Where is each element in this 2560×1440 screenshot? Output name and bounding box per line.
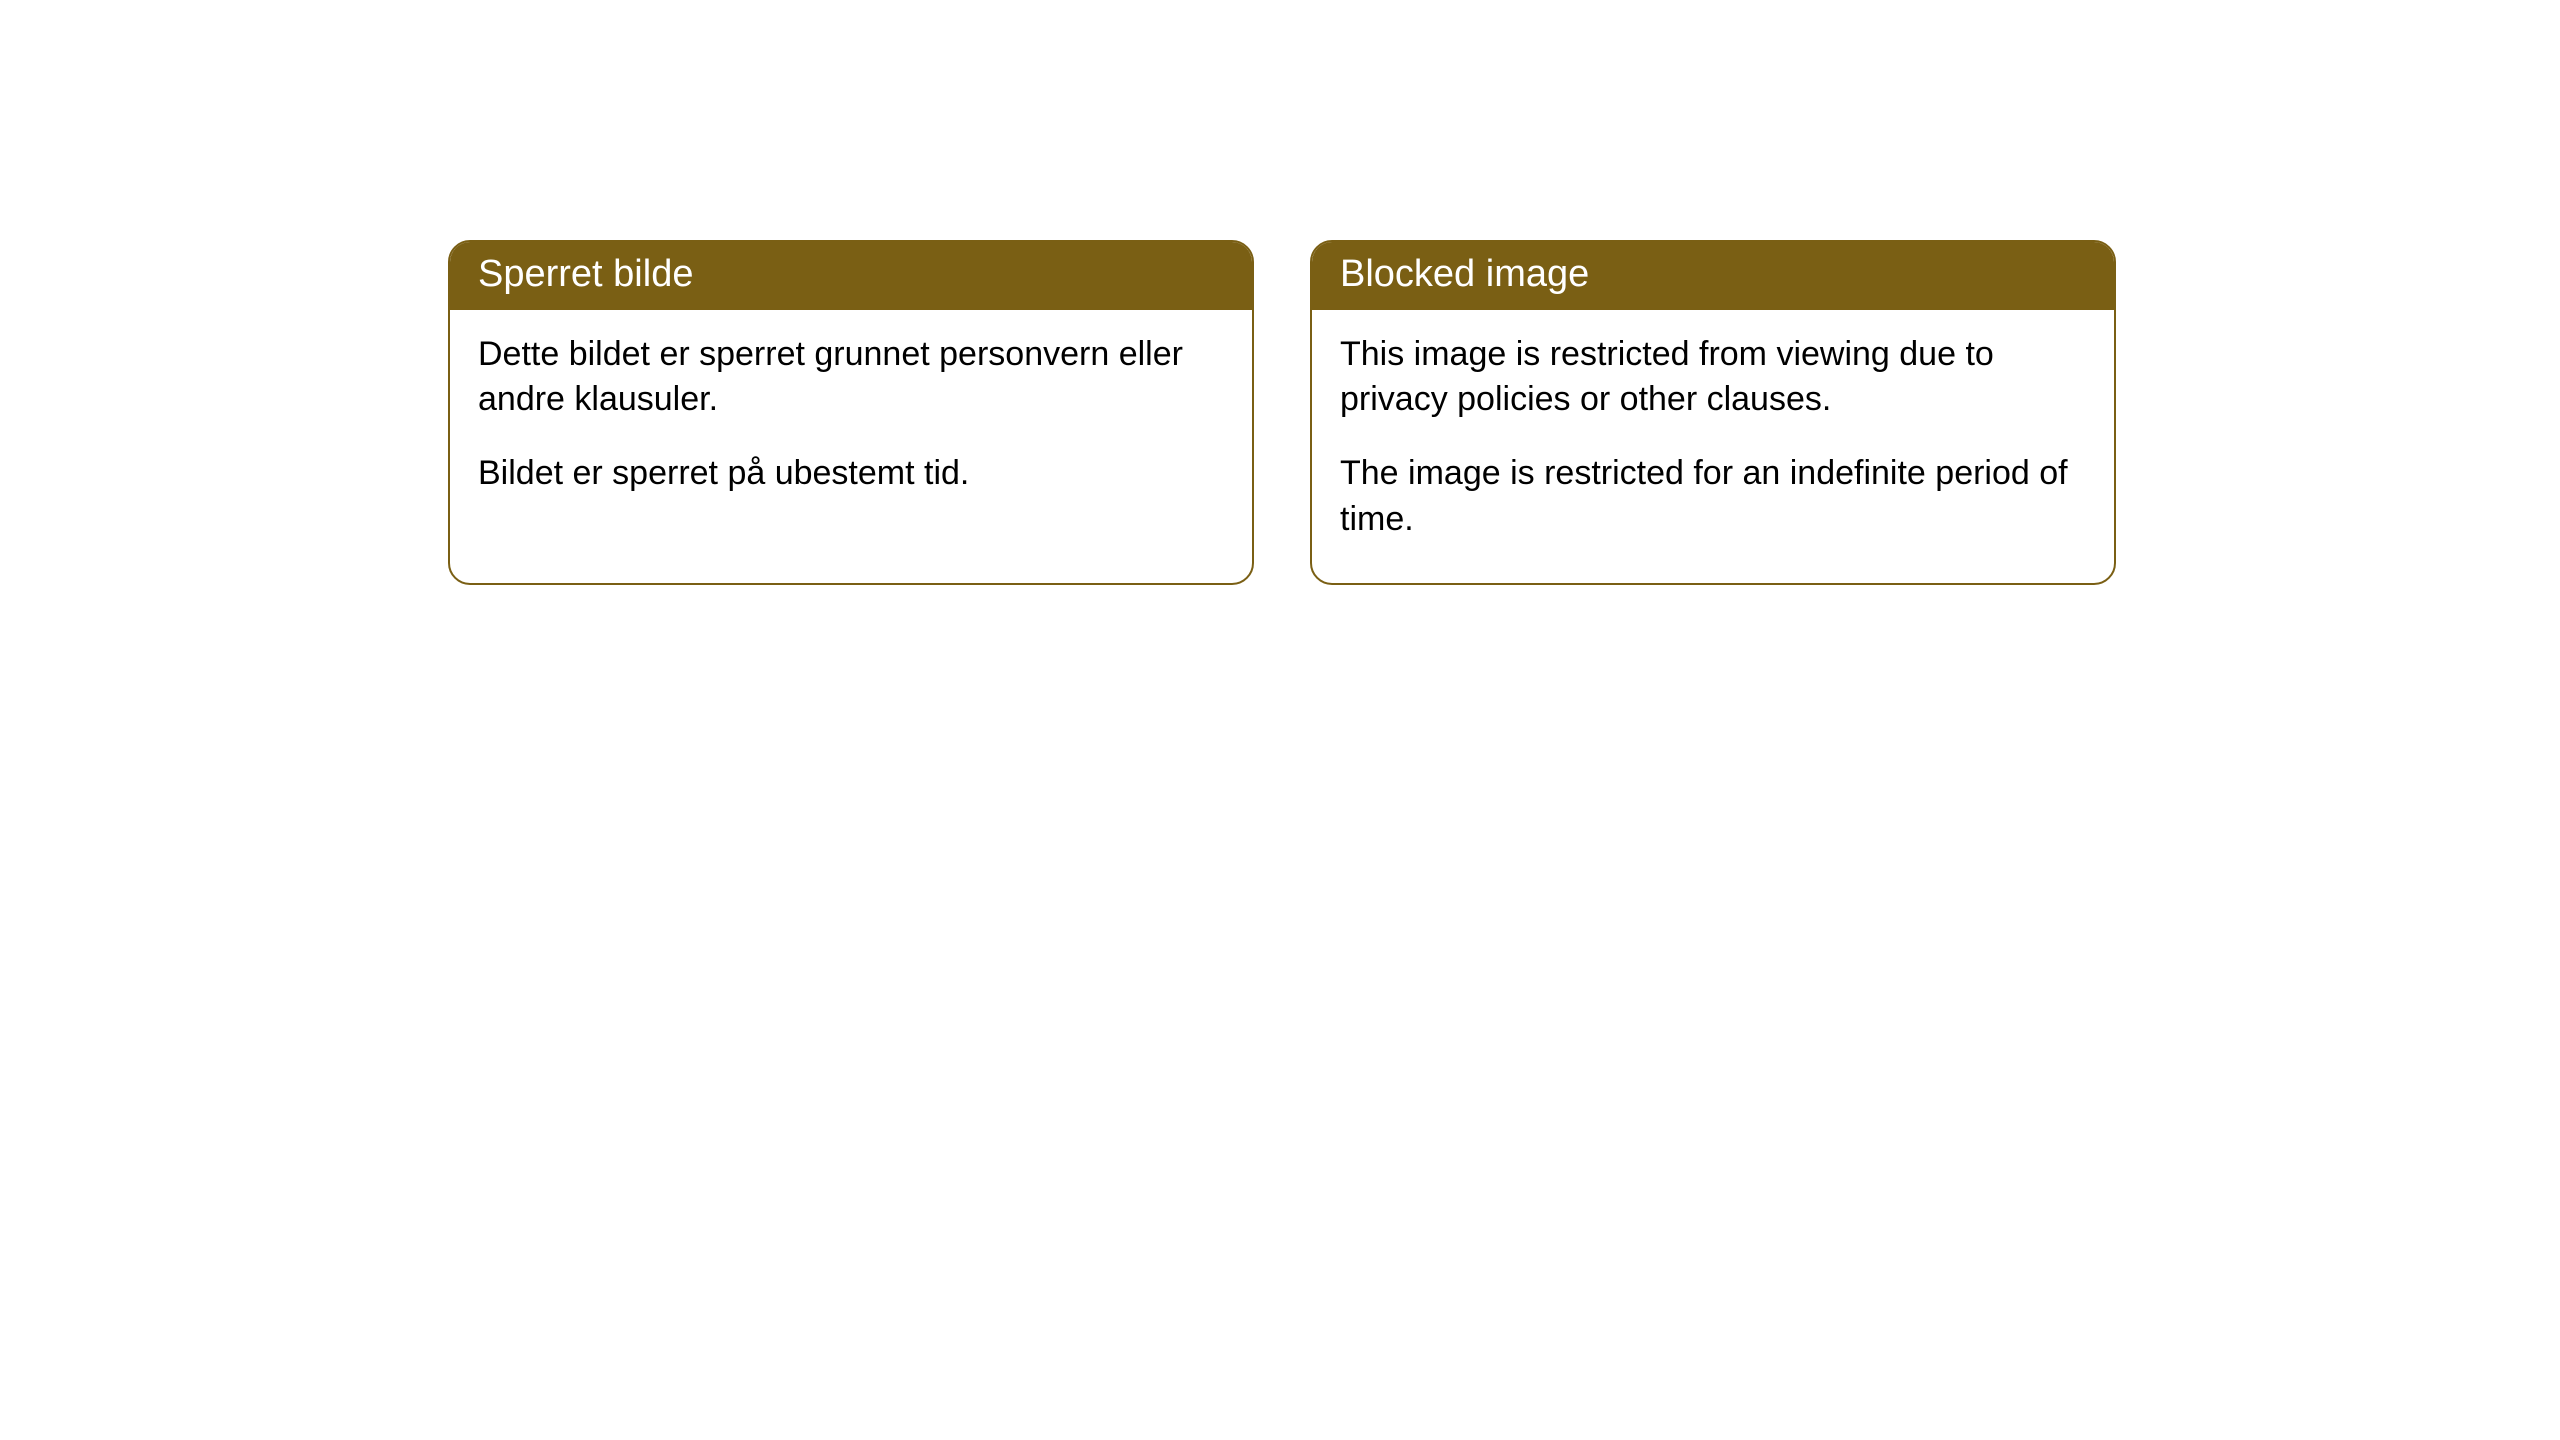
card-header-norwegian: Sperret bilde	[450, 242, 1252, 310]
card-header-english: Blocked image	[1312, 242, 2114, 310]
card-body-english: This image is restricted from viewing du…	[1312, 310, 2114, 584]
notice-cards-container: Sperret bilde Dette bildet er sperret gr…	[448, 240, 2116, 585]
card-paragraph-2-english: The image is restricted for an indefinit…	[1340, 451, 2086, 543]
card-paragraph-1-english: This image is restricted from viewing du…	[1340, 332, 2086, 424]
card-body-norwegian: Dette bildet er sperret grunnet personve…	[450, 310, 1252, 538]
notice-card-english: Blocked image This image is restricted f…	[1310, 240, 2116, 585]
card-paragraph-2-norwegian: Bildet er sperret på ubestemt tid.	[478, 451, 1224, 497]
notice-card-norwegian: Sperret bilde Dette bildet er sperret gr…	[448, 240, 1254, 585]
card-paragraph-1-norwegian: Dette bildet er sperret grunnet personve…	[478, 332, 1224, 424]
